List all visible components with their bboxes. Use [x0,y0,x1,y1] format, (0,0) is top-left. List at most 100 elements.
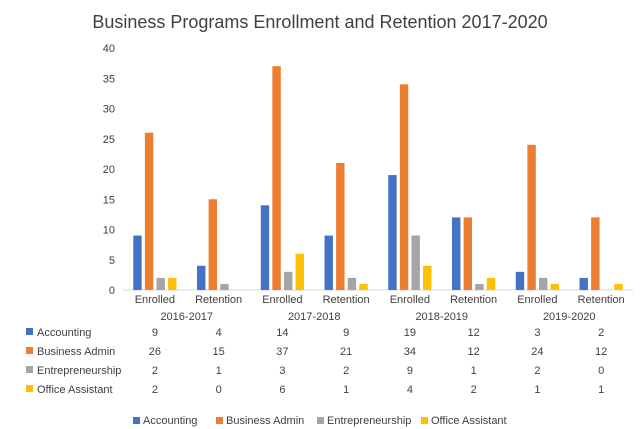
table-cell: 19 [404,327,416,339]
bar [475,283,484,290]
table-cell: 4 [216,327,222,339]
y-tick-label: 5 [109,255,115,267]
x-category-label: Retention [450,294,497,306]
table-cell: 12 [595,346,607,358]
bar [347,277,357,290]
table-cell: 0 [598,365,604,377]
bar [550,283,559,290]
table-legend-key [26,385,33,392]
bar [324,235,333,290]
table-cell: 1 [216,365,222,377]
table-cell: 12 [468,327,480,339]
bar [463,217,473,290]
bar [208,199,218,290]
bar [283,271,293,290]
y-tick-label: 35 [103,73,115,85]
table-cell: 2 [343,365,349,377]
legend-key [216,417,223,424]
bar [411,235,420,290]
table-cell: 2 [152,384,158,396]
table-cell: 9 [152,327,158,339]
bar [399,84,409,290]
x-category-label: Retention [323,294,370,306]
table-cell: 15 [213,346,225,358]
table-cell: 34 [404,346,416,358]
table-legend-key [26,328,33,335]
x-category-label: Enrolled [517,294,557,306]
chart-title: Business Programs Enrollment and Retenti… [92,12,547,32]
table-cell: 9 [407,365,413,377]
bar [220,283,229,290]
table-cell: 2 [534,365,540,377]
bar [614,283,623,290]
x-group-label: 2017-2018 [288,311,341,323]
x-category-label: Enrolled [262,294,302,306]
x-group-label: 2019-2020 [543,311,596,323]
table-cell: 37 [276,346,288,358]
bar [295,253,304,290]
y-tick-label: 40 [103,43,115,55]
legend-key [421,417,428,424]
table-cell: 21 [340,346,352,358]
table-series-name: Business Admin [37,346,115,358]
table-cell: 1 [598,384,604,396]
y-tick-label: 20 [103,164,115,176]
table-cell: 24 [531,346,543,358]
bar [156,277,165,290]
bar [591,217,600,290]
table-cell: 3 [279,365,285,377]
table-cell: 6 [279,384,285,396]
table-legend-key [26,366,33,373]
bar [538,277,548,290]
table-cell: 12 [468,346,480,358]
legend-label: Business Admin [226,415,304,427]
table-cell: 2 [471,384,477,396]
x-category-label: Retention [578,294,625,306]
bar [336,162,345,290]
legend-key [133,417,140,424]
legend-key [317,417,324,424]
bar [197,265,206,290]
table-cell: 1 [471,365,477,377]
table-cell: 1 [343,384,349,396]
x-category-label: Enrolled [135,294,175,306]
y-tick-label: 30 [103,104,115,116]
table-cell: 26 [149,346,161,358]
table-cell: 0 [216,384,222,396]
bar [168,277,177,290]
bar [515,271,525,290]
table-cell: 2 [152,365,158,377]
bar [359,283,368,290]
y-tick-label: 0 [109,285,115,297]
bar [527,144,536,290]
table-legend-key [26,347,33,354]
table-series-name: Accounting [37,327,91,339]
table-cell: 14 [276,327,288,339]
bar [579,277,588,290]
table-cell: 9 [343,327,349,339]
x-category-label: Retention [195,294,242,306]
bar [133,235,142,290]
table-cell: 2 [598,327,604,339]
x-group-label: 2018-2019 [415,311,468,323]
legend-label: Accounting [143,415,197,427]
table-series-name: Office Assistant [37,384,113,396]
legend-label: Office Assistant [431,415,507,427]
x-group-label: 2016-2017 [160,311,213,323]
y-tick-label: 10 [103,225,115,237]
bar [486,277,496,290]
bar [388,175,397,290]
bar [452,217,461,290]
table-cell: 4 [407,384,413,396]
table-cell: 3 [534,327,540,339]
table-series-name: Entrepreneurship [37,365,121,377]
y-tick-label: 15 [103,194,115,206]
bar [260,205,270,290]
x-category-label: Enrolled [390,294,430,306]
bar [144,132,154,290]
bar [423,265,432,290]
y-tick-label: 25 [103,134,115,146]
legend-label: Entrepreneurship [327,415,411,427]
